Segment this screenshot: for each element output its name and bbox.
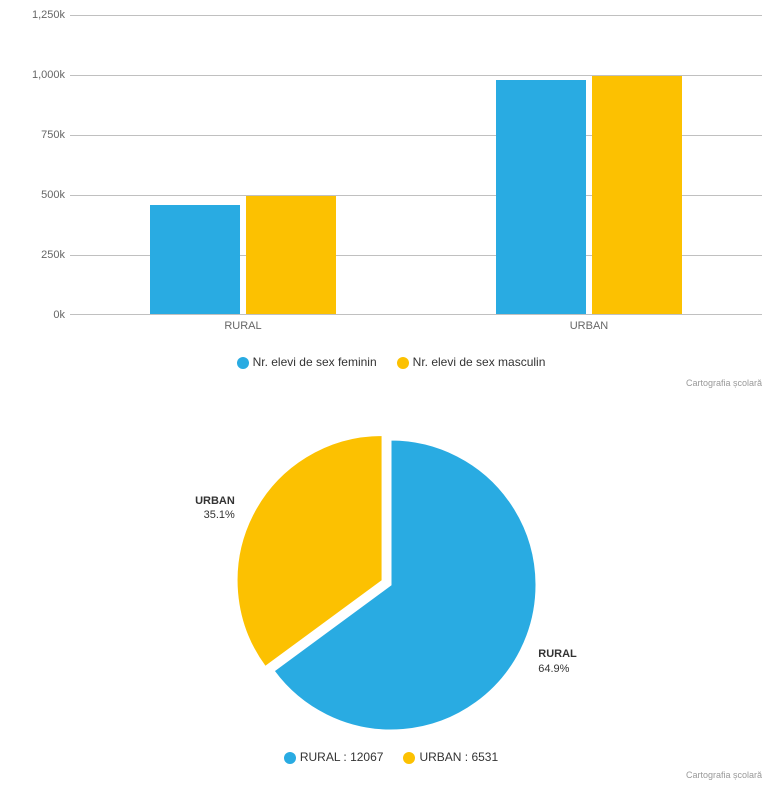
- pie-svg: [10, 425, 772, 735]
- y-axis-label: 250k: [20, 249, 65, 261]
- legend-label: Nr. elevi de sex feminin: [253, 355, 377, 369]
- y-axis-label: 500k: [20, 189, 65, 201]
- bar-plot-area: 0k250k500k750k1,000k1,250k: [70, 15, 762, 315]
- bar-chart: 0k250k500k750k1,000k1,250k Nr. elevi de …: [10, 10, 772, 410]
- bar: [246, 196, 336, 314]
- x-axis-label: URBAN: [570, 320, 609, 332]
- legend-swatch: [237, 357, 249, 369]
- legend-label: URBAN : 6531: [419, 750, 498, 764]
- pie-slice-label: RURAL 64.9%: [538, 647, 577, 676]
- slice-percent: 64.9%: [538, 663, 569, 675]
- slice-name: RURAL: [538, 648, 577, 660]
- legend-label: RURAL : 12067: [300, 750, 384, 764]
- pie-chart-credits: Cartografia școlară: [686, 770, 762, 780]
- pie-slice-label: URBAN 35.1%: [195, 494, 235, 523]
- bar: [592, 76, 682, 314]
- legend-item[interactable]: Nr. elevi de sex masculin: [397, 355, 546, 369]
- gridline: [70, 15, 762, 16]
- pie-plot-area: RURAL 64.9% URBAN 35.1%: [10, 425, 772, 735]
- pie-chart: RURAL 64.9% URBAN 35.1% RURAL : 12067 URBAN …: [10, 420, 772, 790]
- slice-percent: 35.1%: [204, 509, 235, 521]
- bar: [150, 205, 240, 314]
- x-axis-label: RURAL: [224, 320, 261, 332]
- slice-name: URBAN: [195, 495, 235, 507]
- y-axis-label: 1,250k: [20, 9, 65, 21]
- bar-legend: Nr. elevi de sex feminin Nr. elevi de sex…: [10, 355, 772, 369]
- y-axis-label: 0k: [20, 309, 65, 321]
- legend-item[interactable]: RURAL : 12067: [284, 750, 384, 764]
- legend-label: Nr. elevi de sex masculin: [413, 355, 546, 369]
- pie-legend: RURAL : 12067 URBAN : 6531: [10, 750, 772, 764]
- y-axis-label: 750k: [20, 129, 65, 141]
- legend-item[interactable]: Nr. elevi de sex feminin: [237, 355, 377, 369]
- bar-chart-credits: Cartografia școlară: [686, 378, 762, 388]
- bar: [496, 80, 586, 314]
- legend-swatch: [403, 752, 415, 764]
- legend-item[interactable]: URBAN : 6531: [403, 750, 498, 764]
- y-axis-label: 1,000k: [20, 69, 65, 81]
- legend-swatch: [397, 357, 409, 369]
- legend-swatch: [284, 752, 296, 764]
